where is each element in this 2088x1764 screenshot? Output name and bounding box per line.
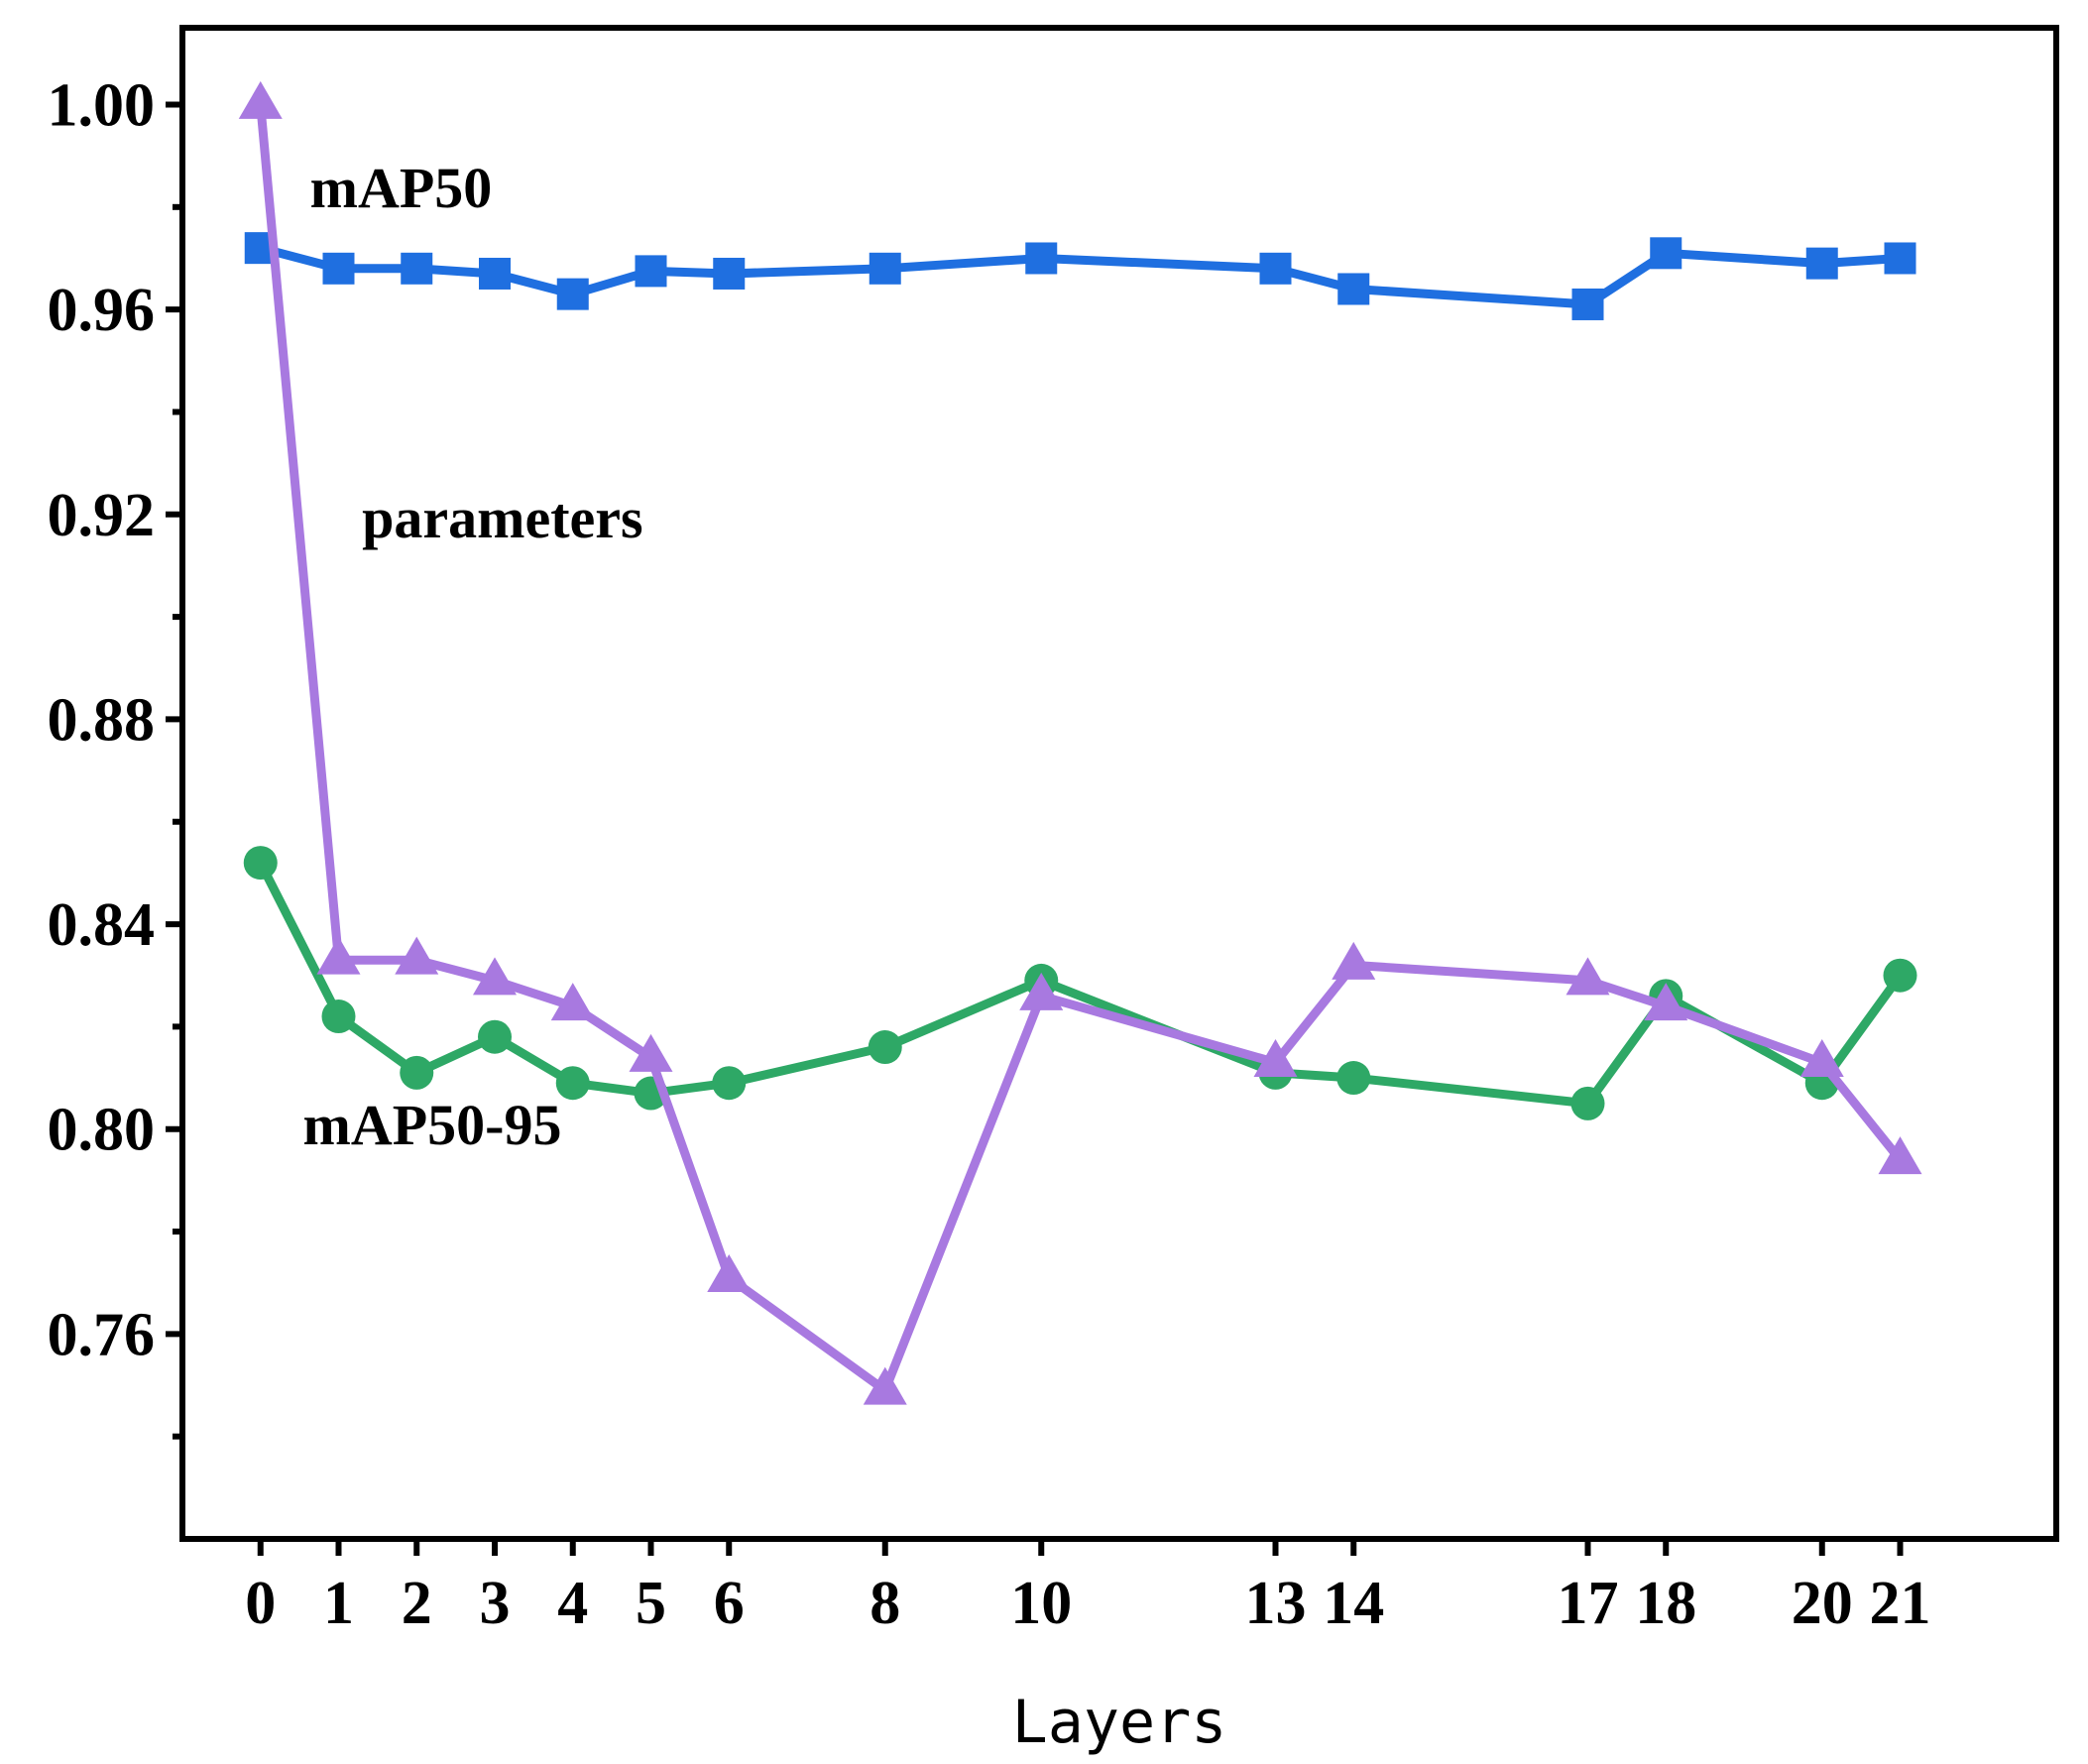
- x-tick-label: 2: [402, 1570, 432, 1637]
- x-tick-label: 6: [714, 1570, 745, 1637]
- data-point: [635, 255, 667, 288]
- data-point: [629, 1033, 673, 1072]
- y-tick-label: 0.88: [48, 686, 156, 754]
- data-point: [401, 252, 433, 285]
- axis-ticks: [166, 101, 1904, 1556]
- data-point: [1644, 983, 1688, 1021]
- data-point: [712, 1066, 747, 1101]
- data-point: [1884, 242, 1916, 275]
- y-tick-label: 0.92: [48, 482, 156, 549]
- data-point: [238, 80, 283, 119]
- data-point: [400, 1055, 434, 1090]
- x-tick-label: 10: [1010, 1570, 1072, 1637]
- series-label-map50-95: mAP50-95: [303, 1093, 562, 1157]
- data-point: [1650, 237, 1682, 270]
- x-tick-label: 18: [1635, 1570, 1696, 1637]
- series-label-map50: mAP50: [310, 156, 493, 220]
- data-point: [868, 1030, 902, 1065]
- data-point: [1336, 1061, 1371, 1096]
- data-point: [1253, 1038, 1298, 1077]
- data-point: [322, 252, 355, 285]
- data-point: [479, 257, 511, 290]
- x-tick-label: 0: [245, 1570, 276, 1637]
- series-line: [256, 104, 1905, 1395]
- data-point: [707, 1253, 752, 1292]
- x-tick-label: 1: [323, 1570, 354, 1637]
- x-tick-label: 3: [480, 1570, 511, 1637]
- x-tick-label: 4: [557, 1570, 588, 1637]
- series-label-parameters: parameters: [362, 486, 642, 550]
- series-layer: [238, 80, 1922, 1405]
- data-point: [1566, 957, 1610, 996]
- y-tick-label: 0.96: [48, 277, 156, 344]
- y-tick-label: 0.80: [48, 1097, 156, 1164]
- series-parameters: [238, 80, 1922, 1405]
- data-point: [321, 1000, 356, 1034]
- plot-frame: [179, 25, 2059, 1542]
- data-point: [1878, 1136, 1922, 1175]
- data-point: [1571, 288, 1604, 320]
- data-point: [713, 257, 746, 290]
- data-point: [1570, 1086, 1605, 1120]
- x-tick-label: 13: [1245, 1570, 1307, 1637]
- x-tick-label: 5: [636, 1570, 666, 1637]
- series-map50-95: [243, 846, 1917, 1120]
- series-map50: [244, 232, 1916, 320]
- x-tick-label: 14: [1323, 1570, 1384, 1637]
- data-point: [863, 1366, 907, 1405]
- data-point: [1025, 242, 1058, 275]
- data-point: [550, 983, 595, 1021]
- data-point: [555, 1066, 590, 1101]
- labels-layer: 1.00 0.96 0.92 0.88 0.84 0.80 0.76 0 1 2 3 4 5 6 8 10 13…: [48, 71, 1931, 1637]
- y-tick-label: 0.84: [48, 891, 156, 959]
- y-tick-label: 1.00: [48, 71, 156, 139]
- data-point: [1805, 247, 1838, 280]
- data-point: [473, 957, 517, 996]
- x-tick-label: 17: [1558, 1570, 1619, 1637]
- data-point: [478, 1019, 512, 1054]
- data-point: [869, 252, 901, 285]
- x-tick-label: 21: [1870, 1570, 1931, 1637]
- data-point: [243, 846, 278, 881]
- data-point: [1799, 1038, 1844, 1077]
- x-axis-title: Layers: [1012, 1688, 1227, 1757]
- data-point: [395, 936, 439, 975]
- data-point: [1332, 941, 1376, 980]
- data-point: [316, 936, 361, 975]
- x-tick-label: 8: [870, 1570, 900, 1637]
- x-tick-label: 20: [1792, 1570, 1853, 1637]
- data-point: [556, 278, 589, 310]
- data-point: [1019, 972, 1064, 1010]
- data-point: [1337, 273, 1370, 305]
- data-point: [1883, 958, 1917, 993]
- data-point: [1259, 252, 1292, 285]
- y-tick-label: 0.76: [48, 1301, 156, 1368]
